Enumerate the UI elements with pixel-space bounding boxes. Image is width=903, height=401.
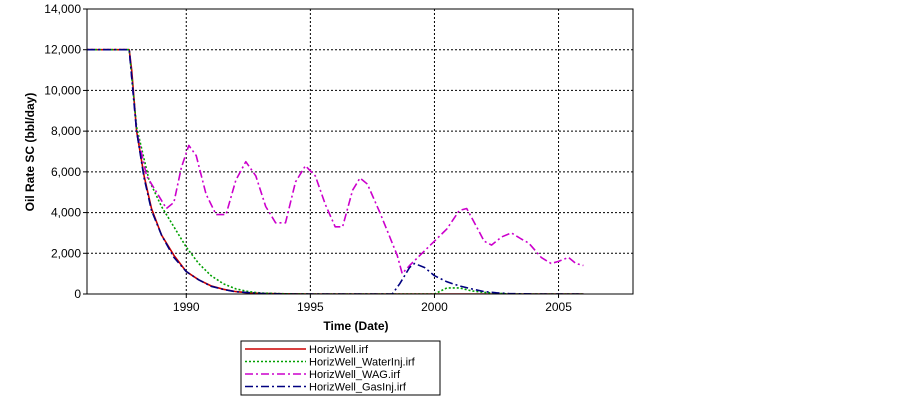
x-tick-label: 1995 — [297, 300, 324, 314]
y-axis-title: Oil Rate SC (bbl/day) — [23, 93, 37, 212]
legend-label-3: HorizWell_GasInj.irf — [309, 382, 407, 394]
y-tick-label: 4,000 — [51, 206, 81, 220]
series-line-1 — [87, 48, 584, 294]
series-lines — [87, 48, 584, 294]
y-tick-labels: 0 2,000 4,000 6,000 8,000 10,000 12,000 14,000 — [44, 2, 81, 301]
y-tick-label: 10,000 — [44, 83, 81, 97]
legend-box — [240, 340, 441, 396]
legend-label-1: HorizWell_WaterInj.irf — [309, 357, 416, 369]
plot-frame — [86, 8, 634, 295]
y-tick-label: 8,000 — [51, 124, 81, 138]
series-line-2 — [87, 48, 584, 275]
x-tick-label: 1990 — [173, 300, 200, 314]
axis-ticks — [83, 8, 560, 298]
y-tick-label: 0 — [74, 287, 81, 301]
legend: HorizWell.irfHorizWell_WaterInj.irfHoriz… — [240, 340, 441, 396]
y-tick-label: 6,000 — [51, 165, 81, 179]
grid — [87, 9, 633, 294]
y-tick-label: 12,000 — [44, 43, 81, 57]
y-tick-label: 14,000 — [44, 2, 81, 16]
x-axis-title: Time (Date) — [323, 319, 388, 333]
series-line-3 — [87, 48, 584, 294]
legend-label-0: HorizWell.irf — [309, 344, 369, 356]
legend-label-2: HorizWell_WAG.irf — [309, 369, 401, 381]
plot-area — [87, 9, 633, 294]
y-tick-label: 2,000 — [51, 246, 81, 260]
x-tick-label: 2000 — [421, 300, 448, 314]
x-tick-labels: 1990 1995 2000 2005 — [173, 300, 572, 314]
x-tick-label: 2005 — [545, 300, 572, 314]
